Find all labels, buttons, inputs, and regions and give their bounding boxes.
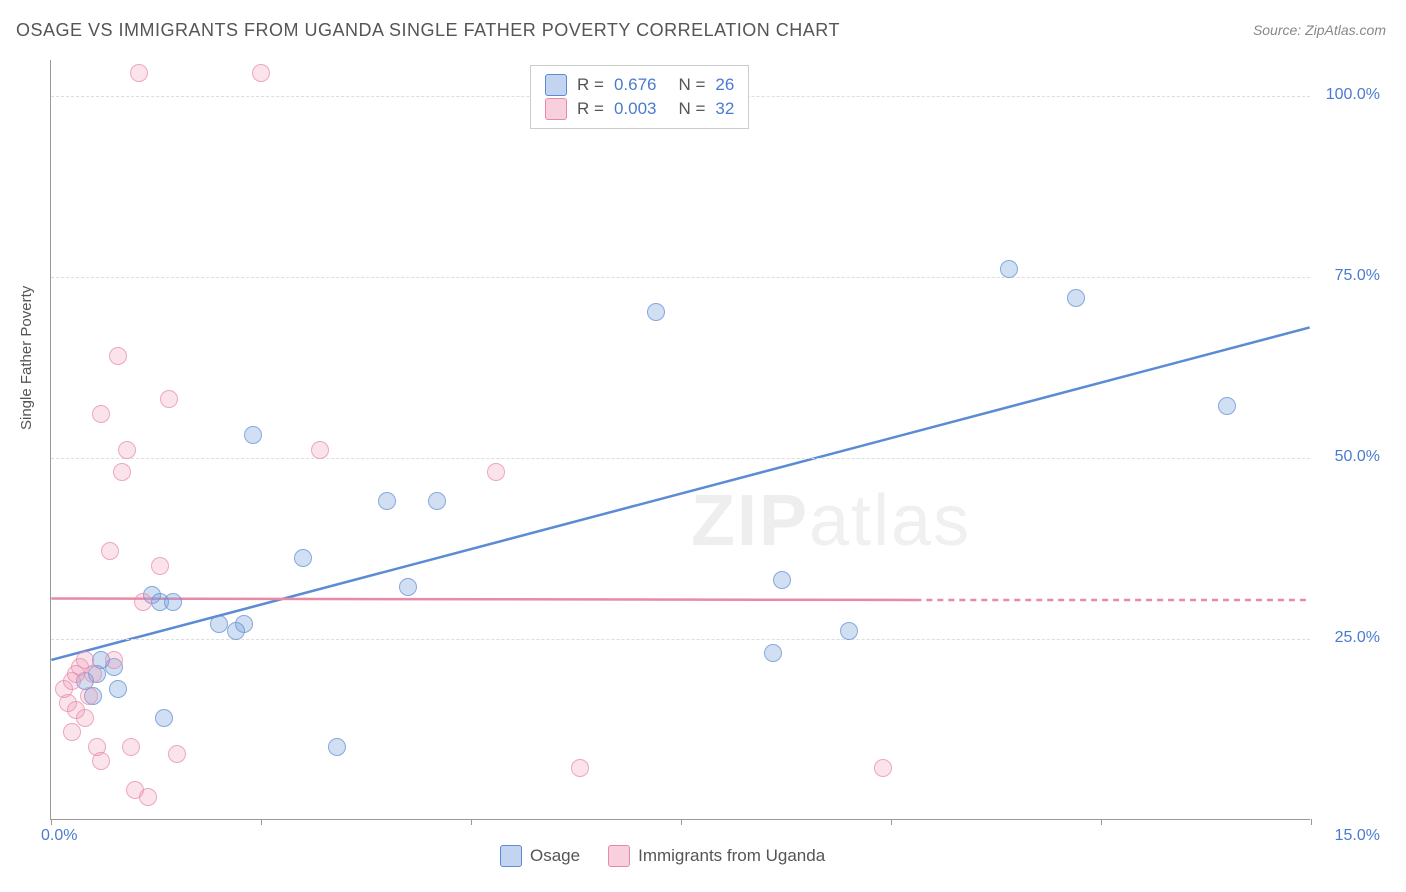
x-tick xyxy=(51,819,52,825)
x-label-left: 0.0% xyxy=(41,827,77,845)
x-tick xyxy=(261,819,262,825)
data-point xyxy=(130,64,148,82)
n-label: N = xyxy=(678,75,705,95)
legend-stats-row: R = 0.003 N = 32 xyxy=(545,98,734,120)
x-tick xyxy=(1101,819,1102,825)
data-point xyxy=(1067,289,1085,307)
legend-swatch xyxy=(608,845,630,867)
trend-lines-svg xyxy=(51,60,1310,819)
data-point xyxy=(84,665,102,683)
data-point xyxy=(151,557,169,575)
legend-item: Immigrants from Uganda xyxy=(608,845,825,867)
data-point xyxy=(840,622,858,640)
data-point xyxy=(160,390,178,408)
legend-swatch xyxy=(545,74,567,96)
legend-series: Osage Immigrants from Uganda xyxy=(500,845,825,867)
data-point xyxy=(1000,260,1018,278)
data-point xyxy=(571,759,589,777)
grid-line xyxy=(51,639,1310,640)
watermark-bold: ZIP xyxy=(691,481,809,561)
plot-area: ZIPatlas 25.0%50.0%75.0%100.0%0.0%15.0% xyxy=(50,60,1310,820)
data-point xyxy=(92,405,110,423)
data-point xyxy=(874,759,892,777)
data-point xyxy=(105,651,123,669)
data-point xyxy=(328,738,346,756)
y-axis-title: Single Father Poverty xyxy=(18,286,35,430)
n-value: 32 xyxy=(715,99,734,119)
data-point xyxy=(63,723,81,741)
r-label: R = xyxy=(577,99,604,119)
data-point xyxy=(109,680,127,698)
data-point xyxy=(80,687,98,705)
chart-title: OSAGE VS IMMIGRANTS FROM UGANDA SINGLE F… xyxy=(16,20,840,41)
data-point xyxy=(109,347,127,365)
data-point xyxy=(378,492,396,510)
data-point xyxy=(294,549,312,567)
r-label: R = xyxy=(577,75,604,95)
data-point xyxy=(113,463,131,481)
data-point xyxy=(118,441,136,459)
n-label: N = xyxy=(678,99,705,119)
watermark: ZIPatlas xyxy=(691,480,971,562)
legend-swatch xyxy=(500,845,522,867)
data-point xyxy=(92,752,110,770)
data-point xyxy=(134,593,152,611)
data-point xyxy=(168,745,186,763)
data-point xyxy=(101,542,119,560)
r-value: 0.003 xyxy=(614,99,657,119)
data-point xyxy=(244,426,262,444)
data-point xyxy=(399,578,417,596)
y-tick-label: 75.0% xyxy=(1335,267,1380,285)
data-point xyxy=(773,571,791,589)
data-point xyxy=(210,615,228,633)
legend-stats-row: R = 0.676 N = 26 xyxy=(545,74,734,96)
legend-label: Osage xyxy=(530,846,580,866)
grid-line xyxy=(51,458,1310,459)
x-tick xyxy=(1311,819,1312,825)
data-point xyxy=(139,788,157,806)
trend-line xyxy=(51,327,1309,660)
legend-stats: R = 0.676 N = 26 R = 0.003 N = 32 xyxy=(530,65,749,129)
legend-label: Immigrants from Uganda xyxy=(638,846,825,866)
data-point xyxy=(764,644,782,662)
watermark-thin: atlas xyxy=(809,481,971,561)
y-tick-label: 50.0% xyxy=(1335,448,1380,466)
y-tick-label: 25.0% xyxy=(1335,629,1380,647)
y-tick-label: 100.0% xyxy=(1326,86,1380,104)
source-attribution: Source: ZipAtlas.com xyxy=(1253,22,1386,38)
data-point xyxy=(67,665,85,683)
legend-item: Osage xyxy=(500,845,580,867)
data-point xyxy=(1218,397,1236,415)
data-point xyxy=(487,463,505,481)
source-name: ZipAtlas.com xyxy=(1305,22,1386,38)
x-tick xyxy=(681,819,682,825)
x-tick xyxy=(471,819,472,825)
n-value: 26 xyxy=(715,75,734,95)
data-point xyxy=(155,709,173,727)
data-point xyxy=(76,709,94,727)
grid-line xyxy=(51,277,1310,278)
r-value: 0.676 xyxy=(614,75,657,95)
data-point xyxy=(122,738,140,756)
data-point xyxy=(647,303,665,321)
data-point xyxy=(311,441,329,459)
legend-swatch xyxy=(545,98,567,120)
data-point xyxy=(164,593,182,611)
data-point xyxy=(252,64,270,82)
data-point xyxy=(227,622,245,640)
x-tick xyxy=(891,819,892,825)
source-prefix: Source: xyxy=(1253,22,1305,38)
data-point xyxy=(428,492,446,510)
x-label-right: 15.0% xyxy=(1335,827,1380,845)
